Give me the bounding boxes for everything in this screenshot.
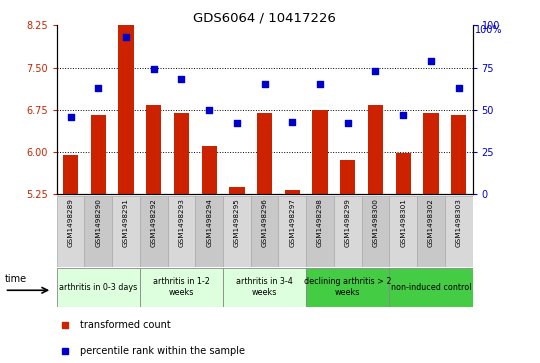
Bar xyxy=(306,196,334,267)
Text: GSM1498298: GSM1498298 xyxy=(317,198,323,247)
Text: arthritis in 3-4
weeks: arthritis in 3-4 weeks xyxy=(236,277,293,297)
Text: GSM1498293: GSM1498293 xyxy=(178,198,185,247)
Text: arthritis in 1-2
weeks: arthritis in 1-2 weeks xyxy=(153,277,210,297)
Bar xyxy=(91,115,106,194)
Text: GSM1498302: GSM1498302 xyxy=(428,198,434,247)
Bar xyxy=(84,196,112,267)
Point xyxy=(94,85,103,91)
Text: non-induced control: non-induced control xyxy=(390,283,471,291)
Bar xyxy=(368,105,383,194)
Bar xyxy=(423,113,438,194)
Text: percentile rank within the sample: percentile rank within the sample xyxy=(79,346,245,356)
Text: GSM1498294: GSM1498294 xyxy=(206,198,212,247)
Point xyxy=(66,114,75,119)
Bar xyxy=(340,160,355,194)
Text: transformed count: transformed count xyxy=(79,320,170,330)
Point xyxy=(122,34,130,40)
Bar xyxy=(389,268,472,307)
Bar xyxy=(63,155,78,194)
Text: GSM1498300: GSM1498300 xyxy=(373,198,379,247)
Point xyxy=(150,66,158,72)
Text: 100%: 100% xyxy=(475,25,503,36)
Text: arthritis in 0-3 days: arthritis in 0-3 days xyxy=(59,283,137,291)
Bar xyxy=(251,196,279,267)
Bar xyxy=(417,196,445,267)
Bar xyxy=(451,115,466,194)
Text: GSM1498289: GSM1498289 xyxy=(68,198,73,247)
Point xyxy=(233,121,241,126)
Bar xyxy=(174,113,189,194)
Bar xyxy=(118,6,133,194)
Title: GDS6064 / 10417226: GDS6064 / 10417226 xyxy=(193,11,336,24)
Bar xyxy=(257,113,272,194)
Text: GSM1498299: GSM1498299 xyxy=(345,198,351,247)
Bar xyxy=(445,196,472,267)
Text: declining arthritis > 2
weeks: declining arthritis > 2 weeks xyxy=(304,277,392,297)
Text: GSM1498295: GSM1498295 xyxy=(234,198,240,247)
Bar xyxy=(140,268,223,307)
Point xyxy=(427,58,435,64)
Text: GSM1498291: GSM1498291 xyxy=(123,198,129,247)
Text: GSM1498296: GSM1498296 xyxy=(261,198,268,247)
Point xyxy=(288,119,296,125)
Bar xyxy=(285,190,300,194)
Point xyxy=(260,82,269,87)
Point xyxy=(454,85,463,91)
Bar xyxy=(396,153,411,194)
Bar xyxy=(230,187,245,194)
Point xyxy=(205,107,213,113)
Point xyxy=(177,77,186,82)
Bar xyxy=(140,196,167,267)
Point xyxy=(343,121,352,126)
Bar xyxy=(362,196,389,267)
Text: GSM1498292: GSM1498292 xyxy=(151,198,157,247)
Bar xyxy=(57,268,140,307)
Point xyxy=(371,68,380,74)
Text: GSM1498301: GSM1498301 xyxy=(400,198,406,247)
Bar xyxy=(195,196,223,267)
Text: time: time xyxy=(4,273,26,284)
Bar xyxy=(223,196,251,267)
Bar xyxy=(334,196,362,267)
Bar xyxy=(112,196,140,267)
Bar xyxy=(313,110,328,194)
Point xyxy=(316,82,325,87)
Point xyxy=(399,112,408,118)
Bar xyxy=(201,146,217,194)
Bar xyxy=(389,196,417,267)
Text: GSM1498303: GSM1498303 xyxy=(456,198,462,247)
Bar xyxy=(146,105,161,194)
Bar xyxy=(167,196,195,267)
Bar xyxy=(306,268,389,307)
Bar xyxy=(223,268,306,307)
Text: GSM1498297: GSM1498297 xyxy=(289,198,295,247)
Bar xyxy=(279,196,306,267)
Text: GSM1498290: GSM1498290 xyxy=(95,198,102,247)
Bar xyxy=(57,196,84,267)
